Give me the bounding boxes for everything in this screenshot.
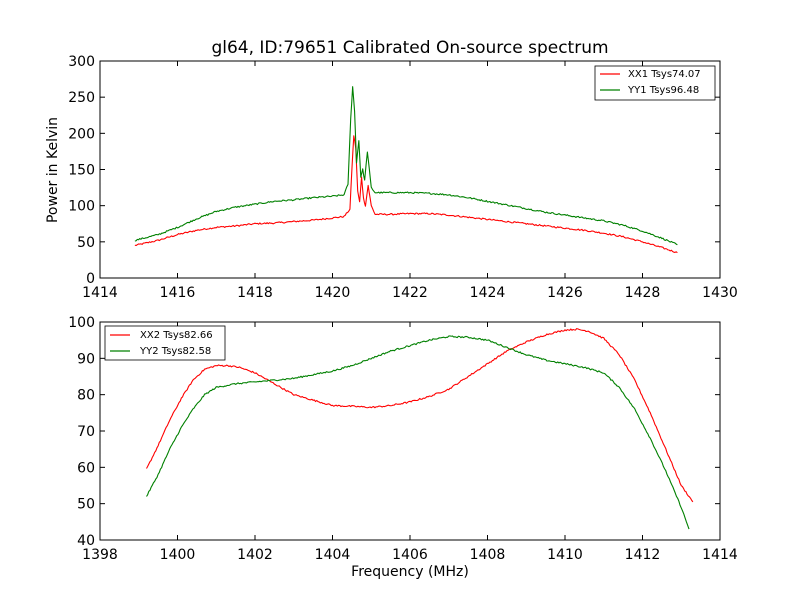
x-tick-label: 1428 (625, 285, 661, 301)
x-tick-label: 1422 (392, 285, 428, 301)
series-line-1 (134, 135, 678, 254)
x-tick-label: 1414 (702, 547, 738, 563)
series-group (134, 86, 678, 254)
chart-title: gl64, ID:79651 Calibrated On-source spec… (211, 38, 608, 58)
x-tick-label: 1424 (470, 285, 506, 301)
legend-box (594, 65, 716, 101)
y-tick-label: 80 (77, 388, 95, 404)
x-tick-label: 1414 (82, 285, 118, 301)
y-tick-label: 100 (68, 199, 95, 215)
x-tick-label: 1426 (547, 285, 583, 301)
legend-box (104, 325, 226, 361)
x-tick-label: 1430 (702, 285, 738, 301)
y-tick-label: 60 (77, 460, 95, 476)
plot-frame (99, 60, 721, 279)
series-line-1 (146, 328, 694, 503)
y-tick-label: 90 (77, 351, 95, 367)
x-tick-label: 1412 (625, 547, 661, 563)
x-tick-label: 1410 (547, 547, 583, 563)
series-line-2 (146, 335, 690, 530)
y-axis-label: Power in Kelvin (45, 117, 61, 223)
x-tick-label: 1420 (315, 285, 351, 301)
legend-label-yy2: YY2 Tsys82.58 (139, 346, 211, 357)
y-tick-label: 200 (68, 126, 95, 142)
axis-ticks: 1414 1416 1418 1420 1422 1424 1426 1428 1430 0 50 1… (68, 54, 738, 301)
legend-label-yy1: YY1 Tsys96.48 (627, 85, 699, 96)
y-tick-label: 150 (68, 163, 95, 179)
y-tick-label: 100 (68, 315, 95, 331)
y-tick-label: 70 (77, 424, 95, 440)
legend-label-xx2: XX2 Tsys82.66 (140, 330, 213, 341)
y-tick-label: 50 (77, 497, 95, 513)
x-axis-label: Frequency (MHz) (351, 564, 469, 580)
plot-frame (99, 321, 721, 541)
x-tick-label: 1398 (82, 547, 118, 563)
top-spectrum-panel: gl64, ID:79651 Calibrated On-source spec… (45, 38, 738, 301)
series-line-2 (134, 86, 678, 246)
x-tick-label: 1406 (392, 547, 428, 563)
legend: XX2 Tsys82.66 YY2 Tsys82.58 (104, 325, 226, 361)
series-group (146, 328, 694, 530)
x-tick-label: 1408 (470, 547, 506, 563)
x-tick-label: 1416 (160, 285, 196, 301)
x-tick-label: 1402 (237, 547, 273, 563)
y-tick-label: 250 (68, 90, 95, 106)
x-tick-label: 1404 (315, 547, 351, 563)
y-tick-label: 50 (77, 235, 95, 251)
x-tick-label: 1400 (160, 547, 196, 563)
x-tick-label: 1418 (237, 285, 273, 301)
y-tick-label: 40 (77, 533, 95, 549)
legend-label-xx1: XX1 Tsys74.07 (628, 69, 701, 80)
y-tick-label: 300 (68, 54, 95, 70)
y-tick-label: 0 (86, 271, 95, 287)
bottom-spectrum-panel: Frequency (MHz) 1398 1400 1402 1404 1406 1408… (68, 315, 738, 580)
legend: XX1 Tsys74.07 YY1 Tsys96.48 (594, 65, 716, 101)
axis-ticks: 1398 1400 1402 1404 1406 1408 1410 1412 1414 40 50… (68, 315, 738, 563)
